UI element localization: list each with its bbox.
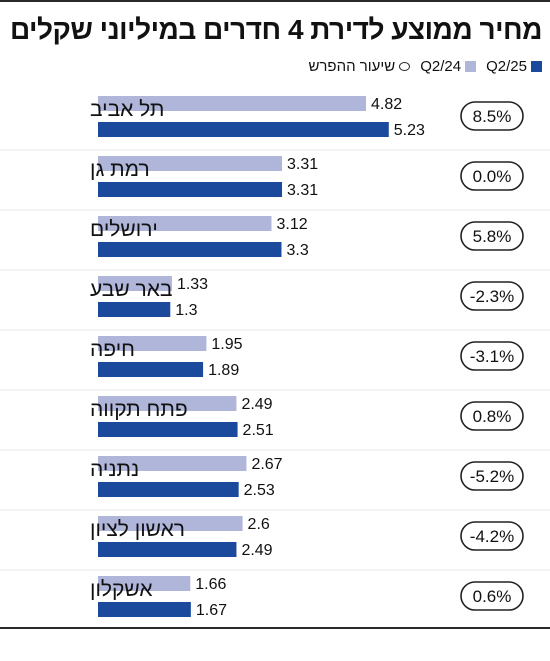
value-label-q224: 1.33 <box>177 276 208 293</box>
value-label-q224: 2.6 <box>248 516 270 533</box>
value-label-q225: 1.89 <box>208 362 239 379</box>
value-label-q224: 1.66 <box>195 576 226 593</box>
legend-item-q224: Q2/24 <box>420 58 477 75</box>
value-label-q225: 3.31 <box>287 182 318 199</box>
category-label: ירושלים <box>90 218 158 241</box>
legend-item-q225: Q2/25 <box>486 58 542 75</box>
category-label: באר שבע <box>90 278 173 301</box>
change-oval <box>460 401 524 431</box>
chart-title: מחיר ממוצע לדירת 4 חדרים במיליוני שקלים <box>9 14 543 45</box>
legend-swatch-q225 <box>531 61 542 72</box>
bar-q225 <box>98 602 191 617</box>
bar-q225 <box>98 422 238 437</box>
bar-q225 <box>98 242 282 257</box>
bar-q224 <box>98 516 243 531</box>
change-oval <box>460 461 524 491</box>
value-label-q224: 4.82 <box>371 96 402 113</box>
legend: Q2/25 Q2/24 שיעור ההפרש <box>298 58 542 75</box>
value-label-q225: 2.53 <box>244 482 275 499</box>
bar-q225 <box>98 182 283 197</box>
category-label: רמת גן <box>90 158 150 181</box>
change-oval <box>460 101 524 131</box>
legend-swatch-q224 <box>465 61 477 72</box>
value-label-q225: 2.49 <box>241 542 272 559</box>
change-oval <box>460 581 524 611</box>
change-oval <box>460 221 524 251</box>
value-label-q224: 3.31 <box>287 156 318 173</box>
change-label: 0.6% <box>473 587 512 606</box>
value-label-q224: 2.67 <box>251 456 282 473</box>
category-label: חיפה <box>90 338 135 361</box>
bottom-rule <box>0 627 550 629</box>
bar-q224 <box>98 396 237 411</box>
bar-q224 <box>98 216 272 231</box>
change-label: -5.2% <box>470 467 514 486</box>
change-oval <box>460 521 524 551</box>
bar-q224 <box>98 576 191 591</box>
legend-label-q225: Q2/25 <box>486 58 527 75</box>
change-label: 0.0% <box>473 167 512 186</box>
value-label-q225: 3.3 <box>286 242 308 259</box>
category-label: תל אביב <box>90 98 164 121</box>
bar-q225 <box>98 122 389 137</box>
category-label: ראשון לציון <box>90 518 185 541</box>
value-label-q224: 2.49 <box>241 396 272 413</box>
value-label-q225: 5.23 <box>394 122 425 139</box>
bar-q225 <box>98 362 204 377</box>
category-label: פתח תקווה <box>90 398 188 421</box>
value-label-q225: 1.3 <box>175 302 197 319</box>
bar-q224 <box>98 276 172 291</box>
bar-q225 <box>98 542 237 557</box>
value-label-q224: 1.95 <box>211 336 242 353</box>
change-label: -3.1% <box>470 347 514 366</box>
legend-oval-icon <box>399 62 411 71</box>
value-label-q224: 3.12 <box>276 216 307 233</box>
bar-q225 <box>98 482 239 497</box>
value-label-q225: 2.51 <box>243 422 274 439</box>
legend-label-q224: Q2/24 <box>420 58 462 75</box>
change-label: -4.2% <box>470 527 514 546</box>
bar-q224 <box>98 156 283 171</box>
top-rule <box>0 0 550 2</box>
change-label: 5.8% <box>473 227 512 246</box>
legend-item-change: שיעור ההפרש <box>308 58 411 75</box>
legend-label-change: שיעור ההפרש <box>308 58 396 75</box>
change-label: 8.5% <box>473 107 512 126</box>
bar-q224 <box>98 336 207 351</box>
change-oval <box>460 281 524 311</box>
category-label: נתניה <box>90 458 139 481</box>
bar-q224 <box>98 456 247 471</box>
change-oval <box>460 161 524 191</box>
change-label: 0.8% <box>473 407 512 426</box>
value-label-q225: 1.67 <box>196 602 227 619</box>
category-label: אשקלון <box>90 578 153 601</box>
bar-q224 <box>98 96 366 111</box>
bar-q225 <box>98 302 171 317</box>
change-oval <box>460 341 524 371</box>
change-label: -2.3% <box>470 287 514 306</box>
